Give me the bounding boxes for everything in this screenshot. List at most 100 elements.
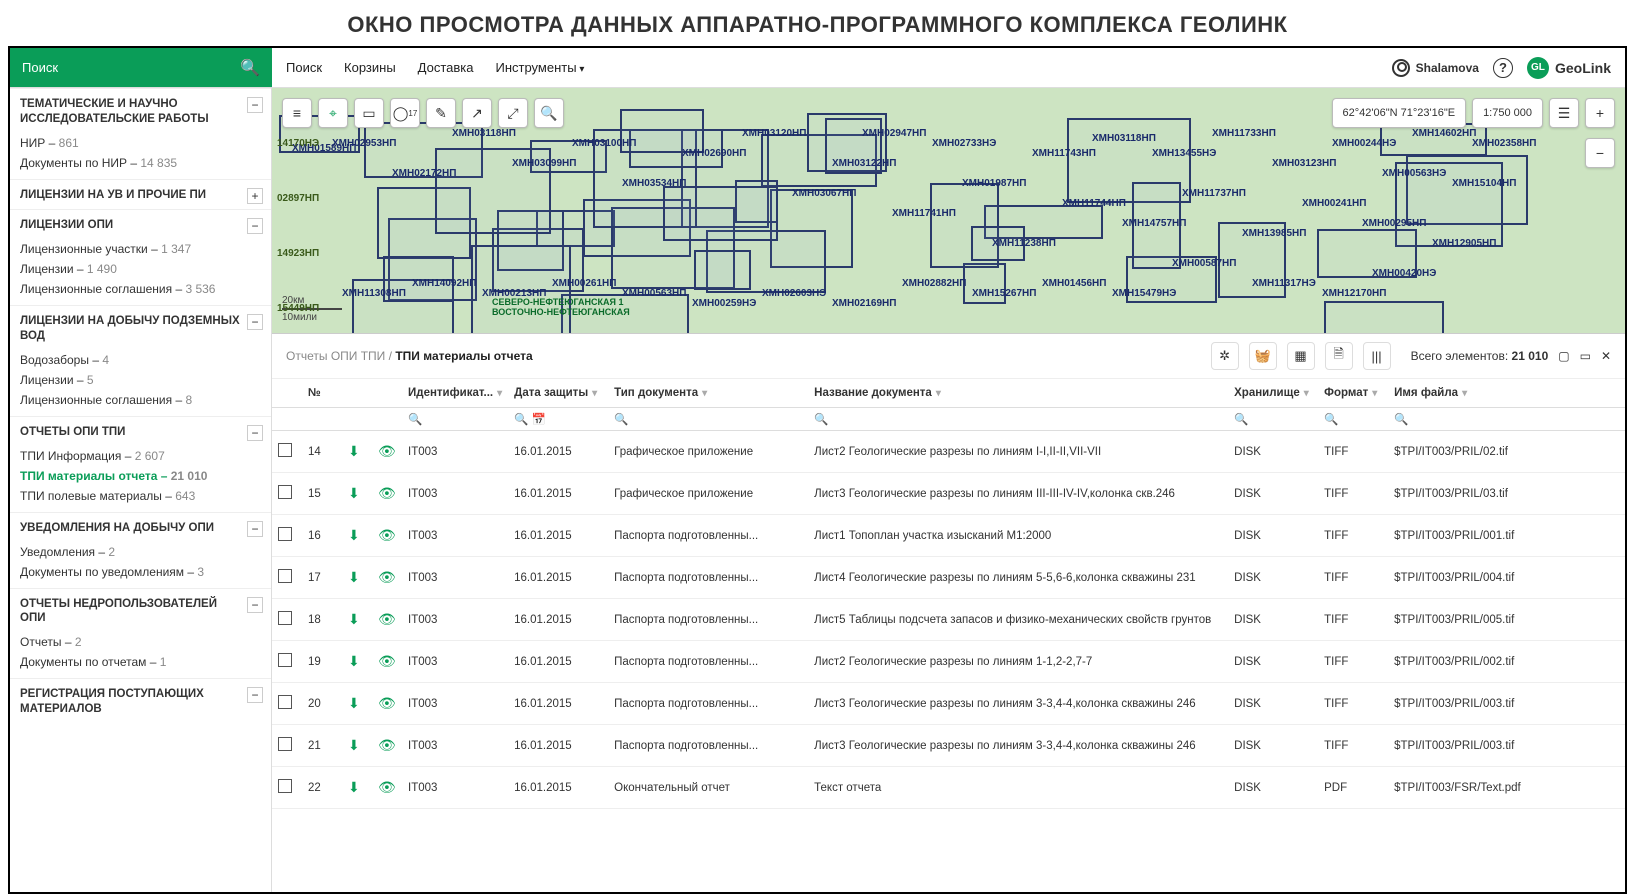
sidebar-item[interactable]: Документы по уведомлениям – 3 — [20, 562, 261, 582]
breadcrumb-p1[interactable]: Отчеты ОПИ ТПИ — [286, 349, 385, 363]
window-close-icon[interactable]: ✕ — [1601, 349, 1611, 363]
col-id[interactable]: Идентификат...▾ — [402, 379, 508, 408]
col-no[interactable]: № — [302, 379, 342, 408]
table-row[interactable]: 19 ⬇ 👁 IT003 16.01.2015 Паспорта подгото… — [272, 641, 1625, 683]
excel-icon[interactable]: ▦ — [1287, 342, 1315, 370]
table-row[interactable]: 17 ⬇ 👁 IT003 16.01.2015 Паспорта подгото… — [272, 557, 1625, 599]
row-checkbox[interactable] — [278, 653, 292, 667]
search-icon[interactable]: 🔍 — [1324, 414, 1338, 426]
search-icon[interactable]: 🔍 — [514, 414, 528, 426]
row-checkbox[interactable] — [278, 779, 292, 793]
map-layers-icon[interactable]: ≡ — [282, 98, 312, 128]
map-zoom-out-icon[interactable]: − — [1585, 138, 1615, 168]
map-parcel[interactable] — [1324, 301, 1444, 334]
calendar-icon[interactable]: 📅 — [532, 414, 546, 426]
preview-icon[interactable]: 👁 — [378, 443, 396, 459]
search-icon[interactable]: 🔍 — [1234, 414, 1248, 426]
search-icon[interactable]: 🔍 — [614, 414, 628, 426]
col-date[interactable]: Дата защиты▾ — [508, 379, 608, 408]
map-path-icon[interactable]: ↗ — [462, 98, 492, 128]
columns-icon[interactable]: ||| — [1363, 342, 1391, 370]
toggle-icon[interactable]: + — [247, 188, 263, 204]
toggle-icon[interactable]: − — [247, 97, 263, 113]
sidebar-item[interactable]: ТПИ полевые материалы – 643 — [20, 486, 261, 506]
map-scale[interactable]: 1:750 000 — [1472, 98, 1543, 128]
table-row[interactable]: 20 ⬇ 👁 IT003 16.01.2015 Паспорта подгото… — [272, 683, 1625, 725]
sidebar-item[interactable]: Лицензионные участки – 1 347 — [20, 239, 261, 259]
table-row[interactable]: 21 ⬇ 👁 IT003 16.01.2015 Паспорта подгото… — [272, 725, 1625, 767]
toggle-icon[interactable]: − — [247, 597, 263, 613]
help-icon[interactable]: ? — [1493, 58, 1513, 78]
global-search[interactable]: Поиск 🔍 — [10, 48, 272, 87]
sidebar-header[interactable]: ЛИЦЕНЗИИ НА УВ И ПРОЧИЕ ПИ — [20, 188, 261, 203]
preview-icon[interactable]: 👁 — [378, 485, 396, 501]
filter-icon[interactable]: ▾ — [936, 388, 941, 399]
filter-icon[interactable]: ▾ — [592, 388, 597, 399]
download-icon[interactable]: ⬇ — [348, 485, 360, 501]
graph-icon[interactable]: ✲ — [1211, 342, 1239, 370]
sidebar-item[interactable]: НИР – 861 — [20, 133, 261, 153]
map-edit-icon[interactable]: ✎ — [426, 98, 456, 128]
preview-icon[interactable]: 👁 — [378, 779, 396, 795]
preview-icon[interactable]: 👁 — [378, 527, 396, 543]
map-rect-icon[interactable]: ▭ — [354, 98, 384, 128]
sidebar-item[interactable]: Лицензии – 1 490 — [20, 259, 261, 279]
window-restore-icon[interactable]: ▢ — [1558, 349, 1569, 363]
table-row[interactable]: 22 ⬇ 👁 IT003 16.01.2015 Окончательный от… — [272, 767, 1625, 809]
map-view[interactable]: ≡ ⌖ ▭ ◯17 ✎ ↗ ⤢ 🔍 62°42'06"N 71°23'16"E … — [272, 88, 1625, 334]
sidebar-item[interactable]: Лицензионные соглашения – 8 — [20, 390, 261, 410]
download-icon[interactable]: ⬇ — [348, 527, 360, 543]
nav-baskets[interactable]: Корзины — [344, 60, 396, 75]
sidebar-header[interactable]: ТЕМАТИЧЕСКИЕ И НАУЧНО ИССЛЕДОВАТЕЛЬСКИЕ … — [20, 97, 261, 127]
sidebar-item[interactable]: Документы по отчетам – 1 — [20, 652, 261, 672]
preview-icon[interactable]: 👁 — [378, 653, 396, 669]
map-zoom-in-icon[interactable]: + — [1585, 98, 1615, 128]
search-icon[interactable]: 🔍 — [814, 414, 828, 426]
toggle-icon[interactable]: − — [247, 218, 263, 234]
row-checkbox[interactable] — [278, 569, 292, 583]
toggle-icon[interactable]: − — [247, 425, 263, 441]
sidebar-item[interactable]: Водозаборы – 4 — [20, 350, 261, 370]
table-row[interactable]: 14 ⬇ 👁 IT003 16.01.2015 Графическое прил… — [272, 431, 1625, 473]
row-checkbox[interactable] — [278, 737, 292, 751]
row-checkbox[interactable] — [278, 611, 292, 625]
filter-icon[interactable]: ▾ — [1372, 388, 1377, 399]
row-checkbox[interactable] — [278, 527, 292, 541]
filter-icon[interactable]: ▾ — [497, 388, 502, 399]
row-checkbox[interactable] — [278, 695, 292, 709]
download-icon[interactable]: ⬇ — [348, 737, 360, 753]
sidebar-item[interactable]: Документы по НИР – 14 835 — [20, 153, 261, 173]
map-circle-icon[interactable]: ◯17 — [390, 98, 420, 128]
preview-icon[interactable]: 👁 — [378, 737, 396, 753]
basket-icon[interactable]: 🧺 — [1249, 342, 1277, 370]
nav-tools[interactable]: Инструменты — [496, 60, 585, 75]
table-row[interactable]: 15 ⬇ 👁 IT003 16.01.2015 Графическое прил… — [272, 473, 1625, 515]
filter-icon[interactable]: ▾ — [1462, 388, 1467, 399]
document-icon[interactable]: 🗎 — [1325, 342, 1353, 370]
row-checkbox[interactable] — [278, 485, 292, 499]
filter-icon[interactable]: ▾ — [1304, 388, 1309, 399]
map-zoomarea-icon[interactable]: 🔍 — [534, 98, 564, 128]
col-type[interactable]: Тип документа▾ — [608, 379, 808, 408]
sidebar-item[interactable]: Лицензионные соглашения – 3 536 — [20, 279, 261, 299]
user-chip[interactable]: Shalamova — [1392, 59, 1479, 77]
download-icon[interactable]: ⬇ — [348, 653, 360, 669]
sidebar-header[interactable]: ЛИЦЕНЗИИ НА ДОБЫЧУ ПОДЗЕМНЫХ ВОД — [20, 314, 261, 344]
search-icon[interactable]: 🔍 — [1394, 414, 1408, 426]
sidebar-header[interactable]: ОТЧЕТЫ ОПИ ТПИ — [20, 425, 261, 440]
sidebar-header[interactable]: ЛИЦЕНЗИИ ОПИ — [20, 218, 261, 233]
toggle-icon[interactable]: − — [247, 314, 263, 330]
nav-search[interactable]: Поиск — [286, 60, 322, 75]
table-row[interactable]: 16 ⬇ 👁 IT003 16.01.2015 Паспорта подгото… — [272, 515, 1625, 557]
col-store[interactable]: Хранилище▾ — [1228, 379, 1318, 408]
filter-icon[interactable]: ▾ — [702, 388, 707, 399]
table-row[interactable]: 18 ⬇ 👁 IT003 16.01.2015 Паспорта подгото… — [272, 599, 1625, 641]
map-pin-icon[interactable]: ⌖ — [318, 98, 348, 128]
sidebar-item[interactable]: Отчеты – 2 — [20, 632, 261, 652]
col-file[interactable]: Имя файла▾ — [1388, 379, 1625, 408]
col-fmt[interactable]: Формат▾ — [1318, 379, 1388, 408]
sidebar-header[interactable]: РЕГИСТРАЦИЯ ПОСТУПАЮЩИХ МАТЕРИАЛОВ — [20, 687, 261, 717]
download-icon[interactable]: ⬇ — [348, 695, 360, 711]
row-checkbox[interactable] — [278, 443, 292, 457]
preview-icon[interactable]: 👁 — [378, 695, 396, 711]
